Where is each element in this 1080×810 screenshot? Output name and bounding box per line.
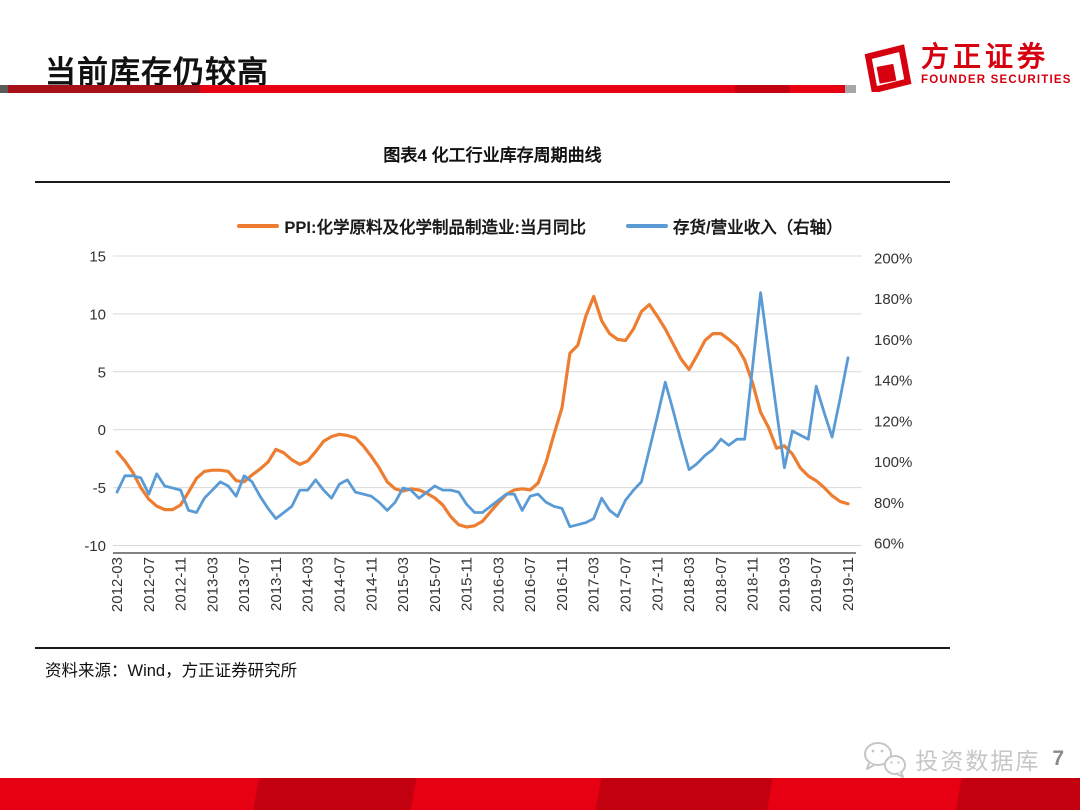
ppi-series-label: PPI:化学原料及化学制品制造业:当月同比 xyxy=(284,219,586,237)
legend-item-ppi: PPI:化学原料及化学制品制造业:当月同比 xyxy=(237,214,586,238)
header-accent-bar xyxy=(0,85,1080,93)
founder-logo-icon xyxy=(864,44,912,92)
watermark-label: 投资数据库 xyxy=(915,748,1041,774)
wechat-icon xyxy=(864,742,907,778)
page-title: 当前库存仍较高 xyxy=(45,54,269,90)
left-axis-tick-label: 5 xyxy=(98,364,106,381)
chart-area: PPI:化学原料及化学制品制造业:当月同比 存货/营业收入（右轴） 15 10 5 0… xyxy=(0,195,1080,640)
x-axis-tick-label: 2019-07 xyxy=(808,557,825,612)
x-axis-tick-label: 2018-07 xyxy=(713,557,730,612)
x-axis-tick-label: 2019-11 xyxy=(840,557,857,611)
x-axis-tick-label: 2013-11 xyxy=(268,557,285,611)
x-axis-tick-label: 2014-03 xyxy=(300,557,317,612)
x-axis-tick-label: 2013-07 xyxy=(236,557,253,612)
series-line-inventory xyxy=(115,291,850,529)
x-axis-tick-label: 2013-03 xyxy=(204,557,221,612)
left-axis-tick-label: 15 xyxy=(89,249,106,266)
ppi-series-swatch xyxy=(237,223,280,229)
source-note: 资料来源：Wind，方正证券研究所 xyxy=(45,662,298,680)
right-axis-tick-label: 180% xyxy=(874,291,912,308)
x-axis-tick-label: 2019-03 xyxy=(776,557,793,612)
watermark: 投资数据库 7 xyxy=(862,740,1064,778)
x-axis-tick-label: 2018-03 xyxy=(681,557,698,612)
left-axis-tick-label: -10 xyxy=(84,538,106,555)
figure-bottom-rule xyxy=(35,647,950,649)
right-axis-tick-label: 140% xyxy=(874,373,912,390)
x-axis-tick-label: 2016-07 xyxy=(522,557,539,612)
x-axis-tick-label: 2014-07 xyxy=(331,557,348,612)
x-axis-tick-label: 2012-03 xyxy=(109,557,126,612)
page-number: 7 xyxy=(1052,747,1064,770)
left-axis-tick-label: 0 xyxy=(98,422,106,439)
founder-securities-logo: 方正证券 FOUNDER SECURITIES xyxy=(862,42,1072,92)
x-axis-tick-label: 2012-11 xyxy=(173,557,190,611)
x-axis-tick-label: 2012-07 xyxy=(141,557,158,612)
series-line-ppi xyxy=(115,294,850,529)
chart-legend: PPI:化学原料及化学制品制造业:当月同比 存货/营业收入（右轴） xyxy=(40,214,1040,238)
right-axis-tick-label: 160% xyxy=(874,332,912,349)
legend-item-inventory: 存货/营业收入（右轴） xyxy=(626,214,843,238)
x-axis-tick-label: 2014-11 xyxy=(363,557,380,611)
logo-text-en: FOUNDER SECURITIES xyxy=(921,74,1072,87)
x-axis-tick-label: 2016-11 xyxy=(554,557,571,611)
x-axis-tick-label: 2016-03 xyxy=(490,557,507,612)
left-axis-tick-label: -5 xyxy=(93,480,106,497)
left-axis-tick-label: 10 xyxy=(89,306,106,323)
x-axis-tick-label: 2017-11 xyxy=(649,557,666,611)
x-axis-tick-label: 2015-07 xyxy=(427,557,444,612)
right-axis-tick-label: 100% xyxy=(874,454,912,471)
right-axis-tick-label: 120% xyxy=(874,413,912,430)
right-axis-tick-label: 60% xyxy=(874,536,904,553)
logo-text: 方正证券 FOUNDER SECURITIES xyxy=(921,41,1072,87)
logo-text-cn: 方正证券 xyxy=(921,41,1050,72)
x-axis-tick-label: 2015-03 xyxy=(395,557,412,612)
dual-axis-line-chart: 15 10 5 0 -5 -10 200% 180% 160% 140% 120% 100% 80% 60… xyxy=(84,249,912,613)
x-axis-tick-label: 2018-11 xyxy=(745,557,762,611)
right-axis-tick-label: 80% xyxy=(874,495,904,512)
figure-top-rule xyxy=(35,181,950,183)
x-axis-tick-label: 2015-11 xyxy=(459,557,476,611)
x-axis-tick-label: 2017-03 xyxy=(586,557,603,612)
right-axis-tick-label: 200% xyxy=(874,251,912,268)
bottom-accent-band xyxy=(0,778,1080,810)
inventory-series-label: 存货/营业收入（右轴） xyxy=(673,219,843,237)
figure-title: 图表4 化工行业库存周期曲线 xyxy=(383,146,602,165)
inventory-series-swatch xyxy=(626,223,668,229)
x-axis-tick-label: 2017-07 xyxy=(618,557,635,612)
